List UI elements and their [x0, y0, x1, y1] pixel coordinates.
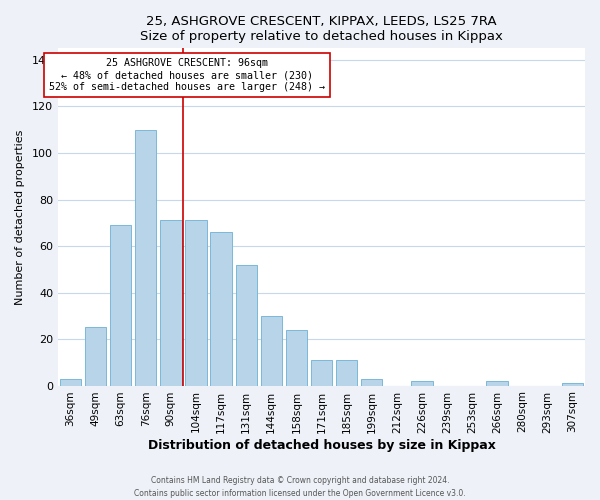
Text: Contains HM Land Registry data © Crown copyright and database right 2024.
Contai: Contains HM Land Registry data © Crown c…	[134, 476, 466, 498]
Bar	[236, 264, 257, 386]
Bar	[110, 225, 131, 386]
Bar	[85, 328, 106, 386]
Bar	[336, 360, 357, 386]
Bar	[60, 378, 81, 386]
Bar	[211, 232, 232, 386]
Bar	[185, 220, 206, 386]
Bar	[487, 381, 508, 386]
Text: 25 ASHGROVE CRESCENT: 96sqm
← 48% of detached houses are smaller (230)
52% of se: 25 ASHGROVE CRESCENT: 96sqm ← 48% of det…	[49, 58, 325, 92]
Bar	[160, 220, 182, 386]
Y-axis label: Number of detached properties: Number of detached properties	[15, 130, 25, 304]
Bar	[135, 130, 157, 386]
Bar	[260, 316, 282, 386]
Bar	[562, 383, 583, 386]
Bar	[311, 360, 332, 386]
Bar	[361, 378, 382, 386]
Title: 25, ASHGROVE CRESCENT, KIPPAX, LEEDS, LS25 7RA
Size of property relative to deta: 25, ASHGROVE CRESCENT, KIPPAX, LEEDS, LS…	[140, 15, 503, 43]
X-axis label: Distribution of detached houses by size in Kippax: Distribution of detached houses by size …	[148, 440, 496, 452]
Bar	[411, 381, 433, 386]
Bar	[286, 330, 307, 386]
